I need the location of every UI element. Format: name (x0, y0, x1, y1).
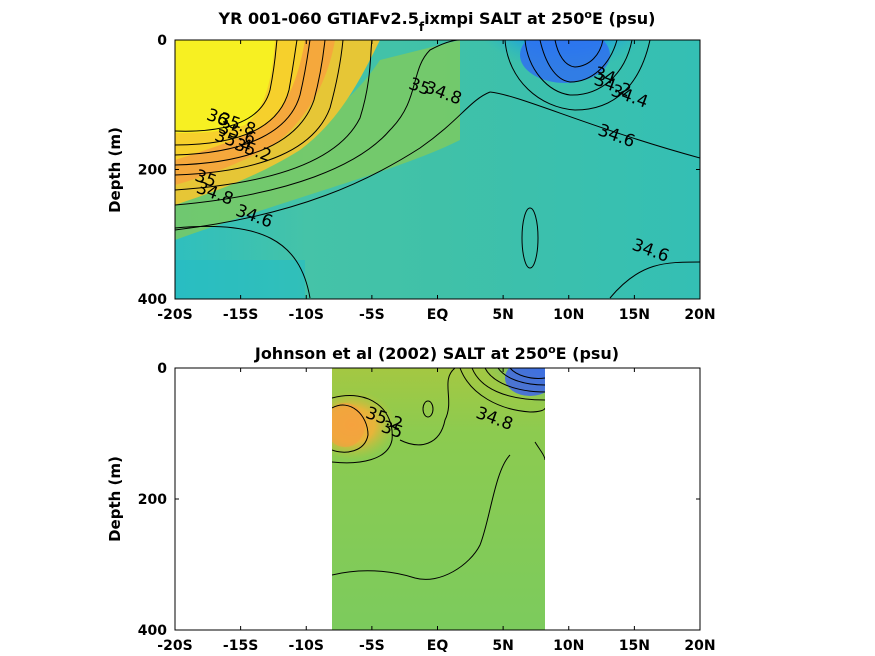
x-tick-label: -5S (359, 307, 385, 323)
top-y-axis: 0 200 400 (138, 33, 700, 308)
y-tick-label: 200 (138, 163, 167, 179)
y-tick-label: 400 (138, 292, 167, 308)
bottom-x-axis: -20S -15S -10S -5S EQ 5N 10N 15N 20N (157, 368, 716, 654)
top-title: YR 001-060 GTIAFv2.5fixmpi SALT at 250oE… (218, 8, 656, 35)
y-tick-label: 400 (138, 623, 167, 639)
top-contours (175, 40, 700, 299)
x-tick-label: -10S (289, 307, 324, 323)
bottom-panel: Johnson et al (2002) SALT at 250oE (psu)… (106, 343, 716, 655)
x-tick-label: -15S (223, 307, 258, 323)
top-panel: YR 001-060 GTIAFv2.5fixmpi SALT at 250oE… (106, 8, 716, 324)
x-tick-label: 5N (492, 638, 513, 654)
top-colour-field (175, 40, 700, 299)
x-tick-label: -10S (289, 638, 324, 654)
x-tick-label: 15N (619, 638, 650, 654)
x-tick-label: 5N (492, 307, 513, 323)
x-tick-label: -15S (223, 638, 258, 654)
y-tick-label: 200 (138, 492, 167, 508)
x-tick-label: -20S (157, 307, 192, 323)
y-tick-label: 0 (157, 361, 167, 377)
bottom-title: Johnson et al (2002) SALT at 250oE (psu) (254, 343, 619, 364)
x-tick-label: EQ (427, 307, 449, 323)
top-x-axis: -20S -15S -10S -5S EQ 5N 10N 15N 20N (157, 40, 716, 323)
bottom-y-axis-label: Depth (m) (106, 456, 124, 542)
x-tick-label: 20N (684, 307, 715, 323)
x-tick-label: EQ (427, 638, 449, 654)
x-tick-label: -5S (359, 638, 385, 654)
x-tick-label: 10N (553, 638, 584, 654)
x-tick-label: 15N (619, 307, 650, 323)
y-tick-label: 0 (157, 33, 167, 49)
top-y-axis-label: Depth (m) (106, 127, 124, 213)
x-tick-label: 20N (684, 638, 715, 654)
bottom-contours (332, 368, 545, 580)
bottom-y-axis: 0 200 400 (138, 361, 700, 639)
bottom-colour-field (332, 368, 545, 630)
x-tick-label: -20S (157, 638, 192, 654)
x-tick-label: 10N (553, 307, 584, 323)
